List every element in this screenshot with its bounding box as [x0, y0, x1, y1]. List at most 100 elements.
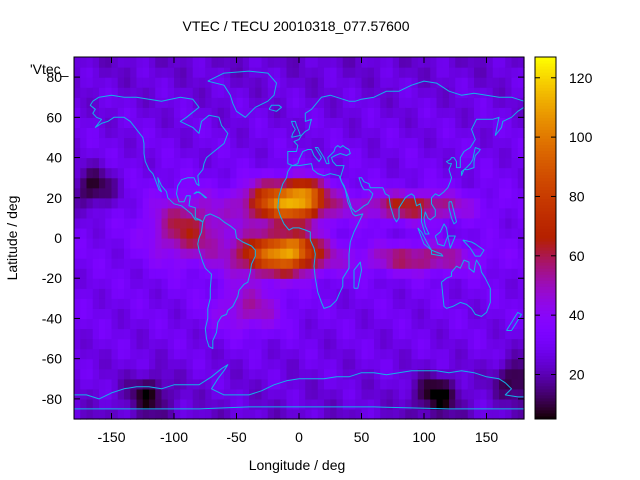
- heatmap-cell: [424, 368, 431, 380]
- heatmap-cell: [505, 368, 513, 380]
- heatmap-cell: [236, 268, 244, 279]
- heatmap-cell: [292, 248, 300, 259]
- heatmap-cell: [380, 238, 388, 249]
- heatmap-cell: [167, 298, 175, 309]
- heatmap-cell: [105, 147, 113, 159]
- heatmap-cell: [186, 358, 194, 370]
- heatmap-cell: [242, 388, 250, 400]
- heatmap-cell: [236, 67, 244, 78]
- heatmap-cell: [286, 278, 294, 289]
- heatmap-cell: [374, 278, 381, 289]
- heatmap-cell: [392, 87, 400, 98]
- heatmap-cell: [499, 238, 506, 249]
- heatmap-cell: [380, 217, 388, 229]
- heatmap-cell: [374, 328, 381, 340]
- heatmap-cell: [492, 328, 500, 340]
- heatmap-cell: [180, 207, 188, 219]
- heatmap-cell: [74, 67, 81, 78]
- heatmap-cell: [111, 388, 119, 400]
- heatmap-cell: [92, 358, 100, 370]
- heatmap-cell: [74, 57, 81, 68]
- heatmap-cell: [130, 67, 138, 78]
- heatmap-cell: [411, 398, 419, 410]
- heatmap-cell: [92, 378, 100, 390]
- heatmap-cell: [292, 378, 300, 390]
- colorbar-segment: [535, 259, 556, 263]
- heatmap-cell: [461, 358, 469, 370]
- heatmap-cell: [267, 408, 275, 420]
- heatmap-cell: [117, 378, 125, 390]
- heatmap-cell: [405, 147, 413, 159]
- heatmap-cell: [161, 227, 169, 239]
- heatmap-cell: [174, 298, 181, 309]
- heatmap-cell: [142, 328, 150, 340]
- heatmap-cell: [436, 127, 444, 139]
- heatmap-cell: [286, 67, 294, 78]
- colorbar-segment: [535, 244, 556, 248]
- heatmap-cell: [180, 388, 188, 400]
- heatmap-cell: [211, 147, 219, 159]
- heatmap-cell: [299, 318, 306, 330]
- heatmap-cell: [242, 248, 250, 259]
- heatmap-cell: [299, 368, 306, 380]
- heatmap-cell: [511, 348, 519, 360]
- heatmap-cell: [180, 288, 188, 299]
- heatmap-cell: [380, 318, 388, 330]
- heatmap-cell: [442, 388, 450, 400]
- heatmap-cell: [174, 368, 181, 380]
- heatmap-cell: [124, 167, 131, 179]
- heatmap-cell: [411, 97, 419, 108]
- heatmap-cell: [486, 227, 494, 239]
- heatmap-cell: [330, 57, 338, 68]
- heatmap-cell: [280, 408, 288, 420]
- colorbar-segment: [535, 186, 556, 191]
- heatmap-cell: [205, 408, 213, 420]
- heatmap-cell: [205, 67, 213, 78]
- heatmap-cell: [92, 328, 100, 340]
- heatmap-cell: [280, 197, 288, 209]
- heatmap-cell: [292, 217, 300, 229]
- y-tick-label: -20: [42, 270, 62, 286]
- heatmap-cell: [392, 278, 400, 289]
- heatmap-cell: [361, 217, 369, 229]
- heatmap-cell: [211, 167, 219, 179]
- heatmap-cell: [367, 127, 375, 139]
- heatmap-cell: [117, 368, 125, 380]
- heatmap-cell: [305, 157, 313, 169]
- heatmap-cell: [324, 278, 331, 289]
- heatmap-cell: [199, 248, 206, 259]
- heatmap-cell: [374, 368, 381, 380]
- heatmap-cell: [130, 368, 138, 380]
- heatmap-cell: [417, 348, 425, 360]
- x-tick-label: -100: [160, 429, 188, 445]
- heatmap-cell: [180, 77, 188, 88]
- heatmap-cell: [317, 328, 325, 340]
- heatmap-cell: [105, 268, 113, 279]
- heatmap-cell: [180, 67, 188, 78]
- heatmap-cell: [136, 87, 144, 98]
- heatmap-cell: [261, 368, 269, 380]
- heatmap-cell: [255, 388, 263, 400]
- heatmap-cell: [424, 308, 431, 320]
- heatmap-cell: [249, 147, 256, 159]
- heatmap-cell: [199, 87, 206, 98]
- heatmap-cell: [261, 398, 269, 410]
- heatmap-cell: [149, 67, 156, 78]
- heatmap-cell: [130, 87, 138, 98]
- heatmap-cell: [299, 97, 306, 108]
- heatmap-cell: [230, 127, 238, 139]
- heatmap-cell: [99, 87, 106, 98]
- colorbar-segment: [535, 328, 556, 333]
- heatmap-cell: [517, 117, 525, 128]
- heatmap-cell: [349, 248, 356, 259]
- heatmap-cell: [130, 328, 138, 340]
- heatmap-cell: [324, 117, 331, 128]
- heatmap-cell: [467, 388, 475, 400]
- colorbar-segment: [535, 364, 556, 369]
- heatmap-cell: [117, 127, 125, 139]
- heatmap-cell: [217, 157, 225, 169]
- heatmap-cell: [167, 248, 175, 259]
- heatmap-cell: [342, 388, 350, 400]
- heatmap-cell: [236, 137, 244, 149]
- heatmap-cell: [136, 207, 144, 219]
